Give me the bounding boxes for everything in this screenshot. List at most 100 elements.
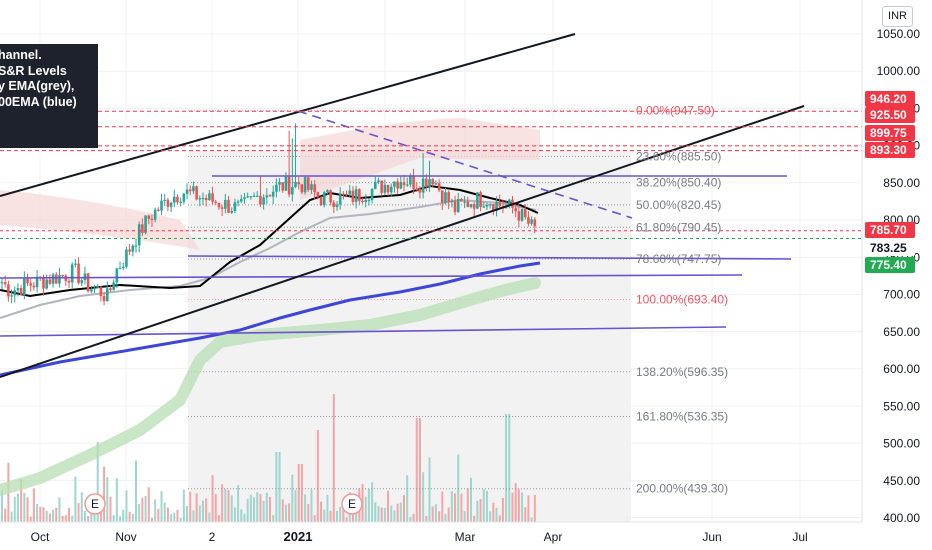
annotation-note[interactable]: hannel. S&R Levels y EMA(grey), 00EMA (b…: [0, 44, 98, 148]
volume-bar: [221, 484, 224, 522]
volume-bar: [1, 489, 3, 522]
volume-bar: [320, 501, 323, 522]
candle-body: [523, 209, 527, 218]
candle-body: [243, 197, 246, 199]
volume-bar: [64, 515, 67, 522]
candle-body: [109, 288, 112, 291]
candle-body: [447, 192, 450, 203]
candle-body: [54, 274, 58, 284]
candle-body: [13, 290, 17, 296]
volume-bar: [281, 499, 284, 522]
candle-body: [224, 199, 227, 209]
candle-body: [351, 190, 355, 202]
candle-body: [239, 198, 243, 202]
volume-bar: [48, 513, 51, 522]
volume-bar: [170, 514, 173, 522]
candle-body: [16, 288, 20, 291]
candle-body: [252, 195, 256, 198]
candle-body: [297, 182, 301, 185]
volume-bar: [227, 490, 230, 522]
volume-bar: [262, 501, 265, 522]
x-tick-label: Nov: [115, 530, 136, 544]
note-line-2: S&R Levels: [0, 63, 67, 78]
candle-body: [437, 183, 441, 191]
volume-bar: [482, 489, 485, 522]
volume-bar: [380, 507, 383, 522]
candle-body: [348, 190, 352, 195]
channel-upper-line: [0, 33, 576, 197]
volume-bar: [186, 505, 189, 522]
volume-bar: [243, 513, 246, 522]
candle-body: [131, 245, 135, 252]
volume-bar: [476, 500, 479, 522]
volume-bar: [485, 490, 488, 522]
volume-bar: [182, 489, 185, 522]
volume-bar: [58, 497, 61, 522]
candle-body: [262, 197, 265, 205]
candle-body: [415, 188, 419, 190]
candle-body: [42, 278, 45, 289]
candle-body: [377, 180, 380, 182]
volume-bar: [367, 489, 370, 522]
volume-bar: [288, 503, 291, 522]
candle-body: [204, 197, 208, 201]
volume-bar: [208, 512, 211, 522]
volume-bar: [511, 492, 514, 522]
volume-bar: [71, 515, 74, 522]
candle-body: [99, 286, 103, 296]
volume-bar: [371, 482, 374, 522]
fib-label: 138.20%(596.35): [636, 365, 728, 379]
price-tag-bg: [865, 107, 915, 123]
volume-bar: [125, 490, 128, 522]
volume-bar: [45, 510, 48, 522]
volume-bar: [530, 517, 533, 522]
candle-body: [440, 190, 444, 203]
volume-bar: [205, 498, 208, 522]
volume-bar: [246, 498, 249, 522]
volume-bar: [415, 418, 418, 522]
candle-body: [195, 186, 198, 200]
candle-body: [160, 200, 163, 211]
candle-body: [335, 204, 339, 208]
volume-bar: [224, 488, 227, 522]
candle-body: [329, 190, 332, 203]
volume-bar: [533, 494, 536, 522]
candle-body: [405, 184, 409, 186]
volume-bar: [74, 476, 77, 522]
x-tick-label: Apr: [544, 530, 563, 544]
trendline-drawings[interactable]: [0, 33, 862, 378]
fib-label: 100.00%(693.40): [636, 293, 728, 307]
candle-body: [182, 193, 186, 202]
candle-body: [479, 192, 482, 207]
candle-body: [23, 278, 26, 296]
candle-body: [208, 193, 211, 201]
volume-bar: [10, 511, 13, 522]
candle-body: [233, 202, 237, 211]
candle-body: [303, 177, 307, 193]
candle-body: [393, 181, 396, 187]
candle-body: [3, 282, 7, 285]
volume-bar: [103, 466, 106, 522]
fib-label: 50.00%(820.45): [636, 198, 721, 212]
x-tick-label: 2021: [284, 529, 313, 544]
candle-body: [313, 184, 316, 193]
candle-body: [141, 224, 144, 233]
fibonacci-retracement[interactable]: [188, 109, 631, 490]
candle-body: [463, 201, 466, 203]
y-tick-label: 500.00: [883, 437, 920, 451]
candle-body: [310, 184, 313, 190]
candle-body: [383, 184, 387, 193]
candle-body: [399, 182, 403, 189]
candle-body: [389, 186, 393, 193]
price-tag-bg: [865, 91, 915, 107]
volume-bar: [39, 506, 42, 522]
volume-bar: [68, 508, 70, 522]
currency-button[interactable]: INR: [882, 6, 913, 27]
candle-body: [306, 177, 310, 190]
volume-bar: [364, 496, 367, 522]
volume-bar: [198, 505, 201, 522]
sr-level-line: [187, 255, 792, 260]
earnings-marker-label: E: [91, 497, 99, 511]
